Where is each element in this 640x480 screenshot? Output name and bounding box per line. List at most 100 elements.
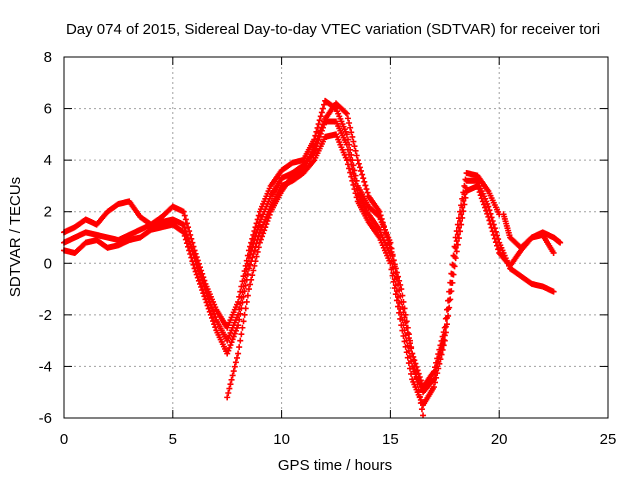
data-point <box>379 219 386 226</box>
data-point <box>454 231 461 238</box>
data-point <box>348 129 355 136</box>
data-point <box>401 338 408 345</box>
data-point <box>346 165 353 172</box>
data-point <box>319 105 326 112</box>
data-point <box>459 204 466 211</box>
data-point <box>228 339 235 346</box>
data-point <box>343 141 350 148</box>
series-trace-5 <box>500 211 564 251</box>
data-point <box>435 365 442 372</box>
data-point <box>316 130 323 137</box>
y-tick-label: -2 <box>39 307 52 324</box>
data-point <box>391 261 398 268</box>
data-point <box>260 230 267 237</box>
data-point <box>359 171 366 178</box>
data-point <box>198 284 205 291</box>
data-point <box>420 412 427 419</box>
data-point <box>237 337 244 344</box>
data-point <box>343 131 350 138</box>
data-point <box>342 109 349 116</box>
data-point <box>378 215 385 222</box>
data-point <box>439 341 446 348</box>
data-point <box>447 296 454 303</box>
data-point <box>203 299 210 306</box>
data-point <box>195 267 202 274</box>
data-point <box>232 359 239 366</box>
data-point <box>383 230 390 237</box>
data-point <box>454 241 461 248</box>
data-point <box>458 211 465 218</box>
data-point <box>181 212 188 219</box>
data-point <box>403 318 410 325</box>
data-point <box>402 311 409 318</box>
data-point <box>392 291 399 298</box>
data-point <box>242 282 249 289</box>
data-point <box>459 214 466 221</box>
data-point <box>211 321 218 328</box>
data-point <box>233 354 240 361</box>
data-point <box>201 282 208 289</box>
data-point <box>244 292 251 299</box>
data-point <box>410 356 417 363</box>
data-point <box>314 135 321 142</box>
data-point <box>208 314 215 321</box>
data-point <box>211 310 218 317</box>
data-point <box>206 308 213 315</box>
data-point <box>362 182 369 189</box>
data-point <box>256 239 263 246</box>
data-point <box>494 242 501 249</box>
y-tick-label: 8 <box>44 49 52 66</box>
data-point <box>231 363 238 370</box>
data-point <box>398 322 405 329</box>
y-axis-label: SDTVAR / TECUs <box>7 177 24 297</box>
data-point <box>488 224 495 231</box>
data-point <box>453 248 460 255</box>
y-tick-label: 4 <box>44 152 52 169</box>
data-point <box>387 260 394 267</box>
data-point <box>227 381 234 388</box>
data-point <box>474 182 481 189</box>
data-point <box>239 324 246 331</box>
data-point <box>321 101 328 108</box>
data-point <box>253 253 260 260</box>
data-point <box>482 204 489 211</box>
data-point <box>455 224 462 231</box>
data-point <box>249 272 256 279</box>
data-point <box>347 124 354 131</box>
y-tick-label: 2 <box>44 204 52 221</box>
data-point <box>240 293 247 300</box>
data-point <box>241 288 248 295</box>
data-point <box>229 336 236 343</box>
data-point <box>185 243 192 250</box>
data-point <box>441 324 448 331</box>
data-point <box>343 110 350 117</box>
data-point <box>316 117 323 124</box>
data-point <box>197 270 203 277</box>
data-point <box>346 120 353 127</box>
data-point <box>440 342 447 349</box>
data-point <box>312 141 319 148</box>
data-point <box>354 157 361 164</box>
data-point <box>202 286 209 293</box>
data-point <box>403 349 410 356</box>
y-tick-label: -6 <box>39 410 52 427</box>
data-point <box>266 211 273 218</box>
data-point <box>352 190 359 197</box>
x-tick-label: 0 <box>60 431 68 448</box>
data-point <box>251 262 258 269</box>
data-point <box>255 212 262 219</box>
data-point <box>388 266 395 273</box>
data-point <box>363 186 370 193</box>
data-point <box>376 208 383 215</box>
data-point <box>224 394 231 401</box>
data-point <box>230 368 237 375</box>
data-point <box>484 210 491 217</box>
data-point <box>413 375 420 382</box>
data-point <box>261 227 268 234</box>
data-point <box>344 161 351 168</box>
data-point <box>226 385 233 392</box>
data-point <box>390 257 397 264</box>
data-point <box>386 241 393 248</box>
data-point <box>205 295 212 302</box>
